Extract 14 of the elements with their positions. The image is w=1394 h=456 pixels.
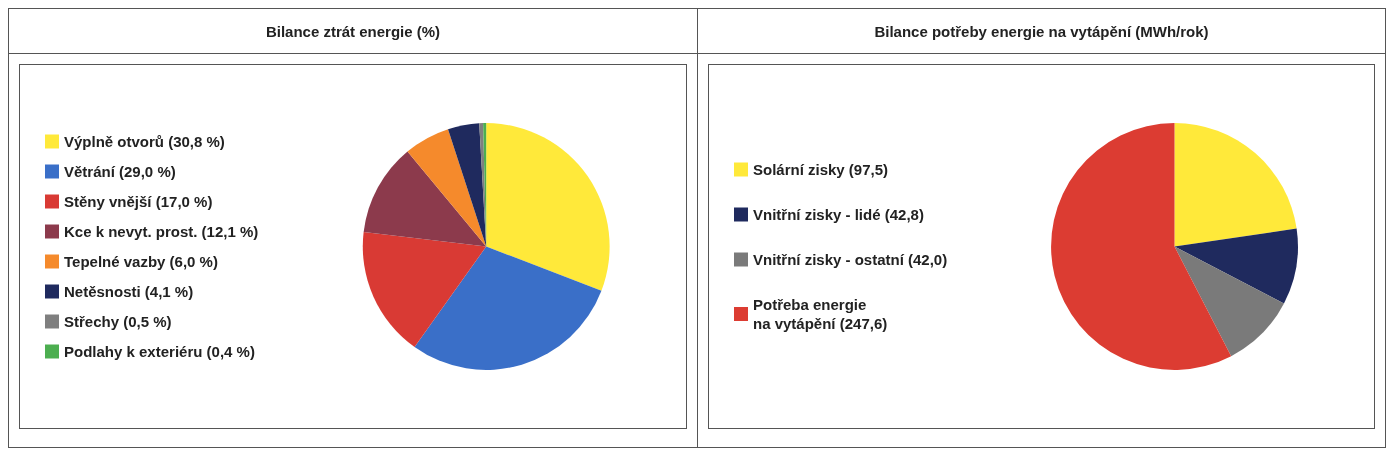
legend-label: Kce k nevyt. prost. (12,1 %) xyxy=(64,223,259,240)
chart-title: Bilance potřeby energie na vytápění (MWh/rok) xyxy=(698,9,1385,54)
legend-label: Střechy (0,5 %) xyxy=(64,313,172,330)
legend-label: Vnitřní zisky - lidé (42,8) xyxy=(753,206,924,223)
legend-label: Stěny vnější (17,0 %) xyxy=(64,193,213,210)
legend-label: Podlahy k exteriéru (0,4 %) xyxy=(64,343,255,360)
legend-label: Větrání (29,0 %) xyxy=(64,163,176,180)
legend-label: Výplně otvorů (30,8 %) xyxy=(64,133,225,150)
chart-title: Bilance ztrát energie (%) xyxy=(9,9,697,54)
legend-label: Vnitřní zisky - ostatní (42,0) xyxy=(753,251,948,268)
legend-label: Netěsnosti (4,1 %) xyxy=(64,283,194,300)
legend-label: Solární zisky (97,5) xyxy=(753,161,889,178)
legend-label: Potřeba energie na vytápění (247,6) xyxy=(753,296,888,332)
legend-label: Tepelné vazby (6,0 %) xyxy=(64,253,218,270)
